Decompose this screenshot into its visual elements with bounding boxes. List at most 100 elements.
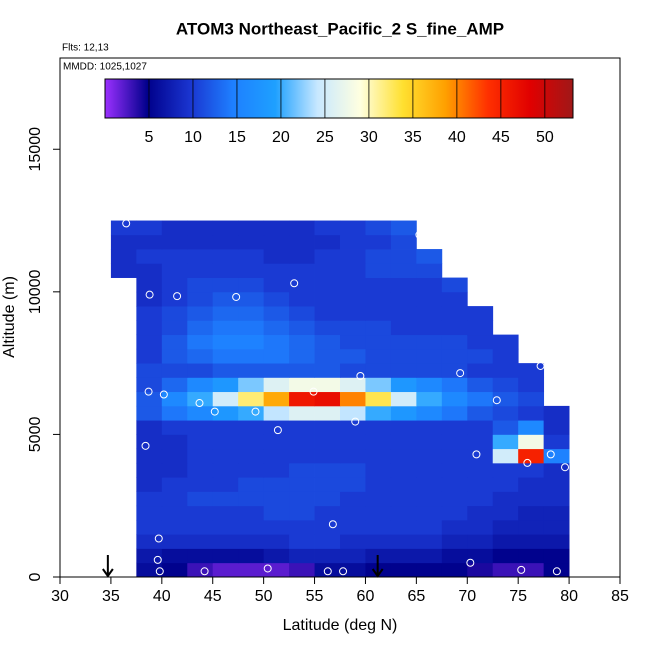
colorbar-tick-label: 45: [492, 129, 510, 146]
sample-point: [351, 417, 360, 426]
heat-cell: [441, 548, 468, 564]
x-tick-label: 65: [407, 588, 425, 605]
heat-cell: [110, 263, 137, 278]
colorbar-tick-label: 15: [228, 129, 246, 146]
heat-cell: [289, 363, 315, 378]
heat-cell: [238, 491, 265, 507]
sample-point: [200, 567, 209, 576]
heat-cell: [390, 562, 417, 578]
heat-cell: [212, 519, 239, 535]
sample-point: [145, 290, 154, 299]
heat-cell: [187, 291, 214, 307]
heat-cell: [136, 462, 163, 478]
heat-cell: [187, 534, 214, 549]
heat-cell: [365, 263, 392, 278]
chart-title: ATOM3 Northeast_Pacific_2 S_fine_AMP: [176, 19, 504, 38]
heat-cell: [161, 477, 188, 492]
heat-cell: [263, 562, 290, 578]
heat-cell: [467, 519, 494, 535]
heat-cell: [263, 505, 290, 521]
heat-cell: [518, 448, 545, 464]
heat-cell: [187, 234, 214, 250]
heat-cell: [340, 491, 366, 507]
sample-point: [309, 387, 318, 396]
heat-cell: [187, 505, 214, 521]
colorbar-tick-label: 35: [404, 129, 422, 146]
heat-cell: [238, 562, 265, 578]
heat-cell: [467, 320, 494, 336]
sample-point: [536, 361, 545, 370]
heat-cell: [441, 363, 468, 378]
heat-cell: [365, 377, 392, 393]
heat-cell: [212, 334, 239, 350]
heat-cell: [518, 477, 545, 492]
heat-cell: [289, 420, 315, 435]
heat-cell: [441, 420, 468, 435]
heat-cell: [314, 420, 341, 435]
heat-cell: [365, 306, 392, 321]
sample-point: [456, 369, 465, 378]
heat-cell: [136, 505, 163, 521]
heat-cell: [390, 220, 417, 236]
heat-cell: [518, 562, 545, 578]
sample-point: [546, 450, 555, 459]
sample-point: [195, 399, 204, 408]
heat-cell: [289, 263, 315, 278]
heat-cell: [161, 348, 188, 364]
heat-cell: [238, 505, 265, 521]
heat-cell: [263, 519, 290, 535]
heat-cell: [441, 434, 468, 450]
heat-cell: [212, 320, 239, 336]
heat-cell: [136, 363, 163, 378]
x-tick-label: 75: [509, 588, 527, 605]
heat-cell: [136, 277, 163, 293]
x-tick-label: 30: [51, 588, 69, 605]
heat-cell: [390, 363, 417, 378]
heat-cell: [289, 562, 315, 578]
heat-cell: [187, 562, 214, 578]
heat-cell: [161, 220, 188, 236]
heat-cell: [416, 548, 443, 564]
heat-cell: [263, 391, 290, 407]
heat-cell: [263, 548, 290, 564]
heat-cell: [340, 434, 366, 450]
heat-cell: [187, 306, 214, 321]
heat-cell: [212, 263, 239, 278]
sample-point: [472, 450, 481, 459]
heat-cell: [263, 363, 290, 378]
heat-cell: [416, 348, 443, 364]
heat-cell: [212, 277, 239, 293]
heat-cell: [238, 334, 265, 350]
heat-cell: [492, 448, 519, 464]
heat-cell: [467, 391, 494, 407]
heat-cell: [161, 562, 188, 578]
heat-cell: [543, 548, 570, 564]
heat-cell: [212, 434, 239, 450]
heat-cell: [314, 462, 341, 478]
heat-cell: [365, 519, 392, 535]
heat-cell: [263, 291, 290, 307]
heat-cell: [263, 377, 290, 393]
heat-cell: [212, 405, 239, 421]
heat-cell: [314, 519, 341, 535]
heat-cell: [416, 277, 443, 293]
sample-point: [415, 230, 424, 239]
heat-cell: [365, 434, 392, 450]
heat-cell: [136, 477, 163, 492]
heat-cell: [161, 234, 188, 250]
heat-cell: [416, 291, 443, 307]
heat-cell: [441, 348, 468, 364]
heat-cell: [314, 562, 341, 578]
heat-cell: [314, 505, 341, 521]
sample-point: [290, 279, 299, 288]
heat-cell: [212, 548, 239, 564]
heat-cell: [212, 306, 239, 321]
heat-cell: [187, 249, 214, 264]
heat-cell: [314, 334, 341, 350]
heat-cell: [212, 220, 239, 236]
heat-cell: [416, 491, 443, 507]
heat-cell: [416, 505, 443, 521]
heat-cell: [365, 420, 392, 435]
heat-cell: [518, 391, 545, 407]
heat-cell: [238, 277, 265, 293]
